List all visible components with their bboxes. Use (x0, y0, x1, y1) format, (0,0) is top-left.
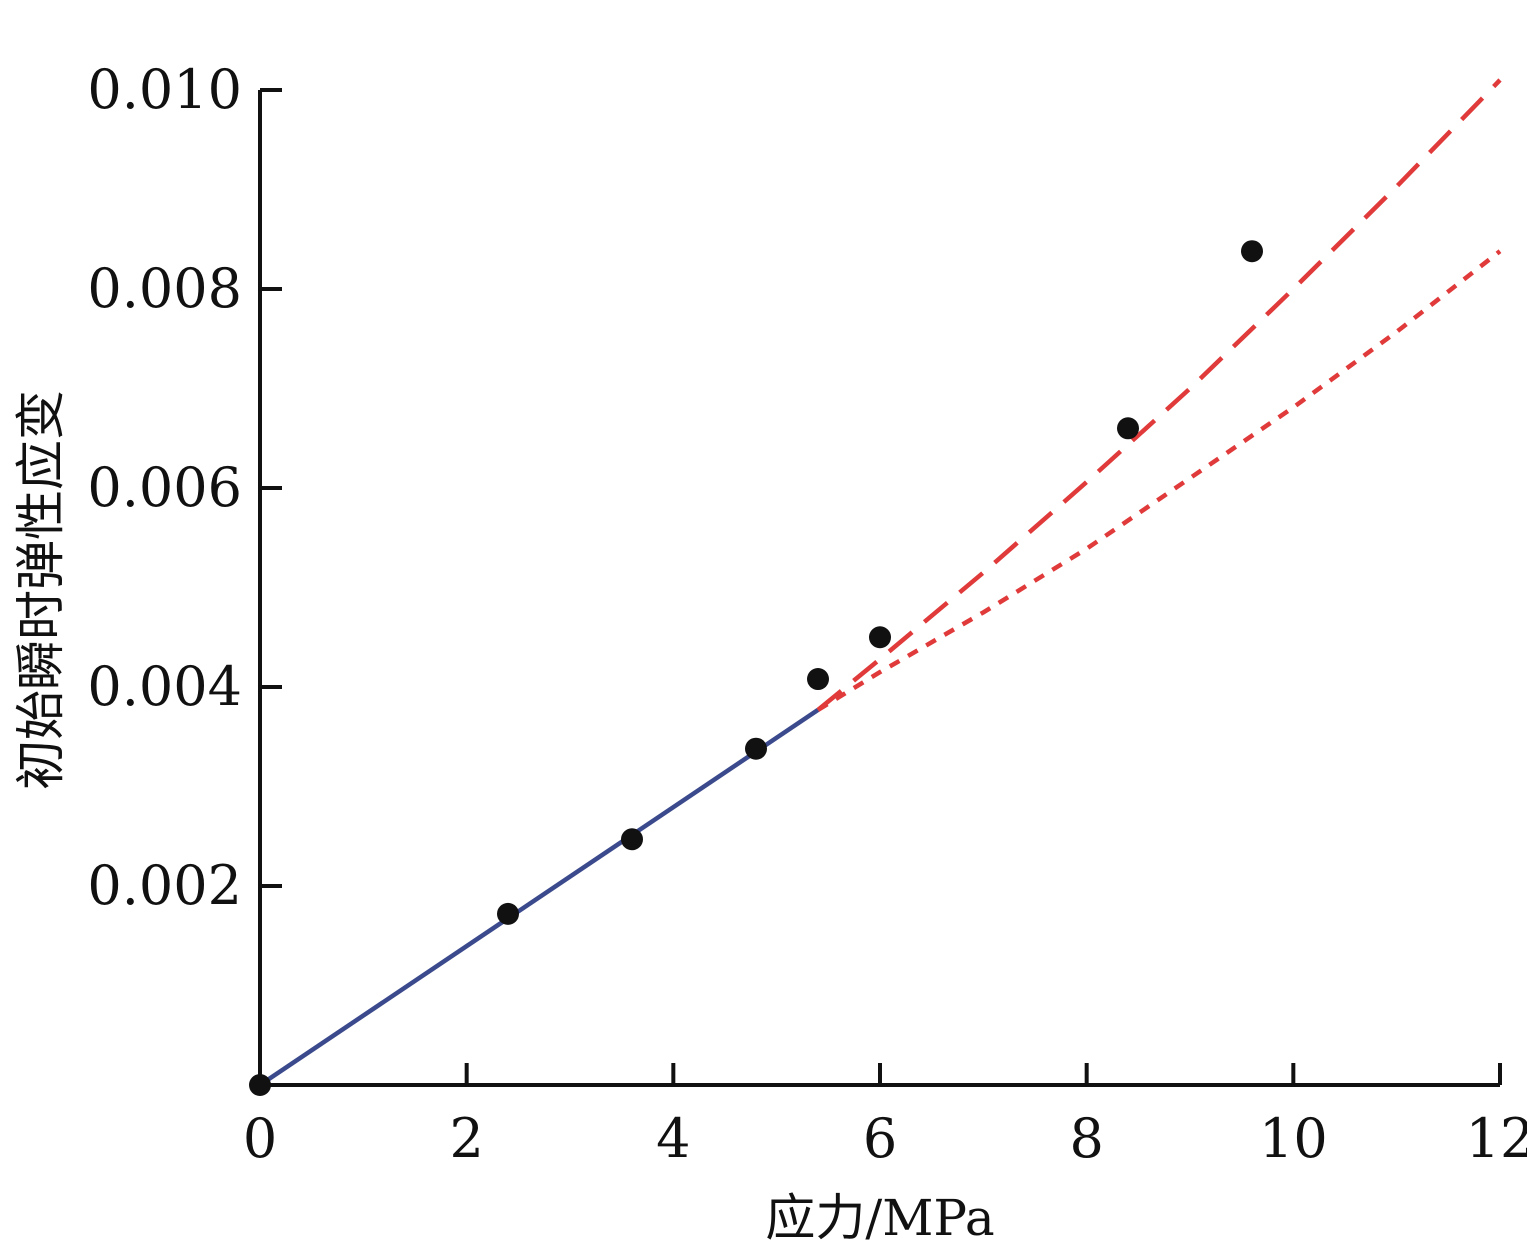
y-tick-label: 0.004 (87, 655, 242, 718)
x-tick-label: 6 (863, 1107, 897, 1170)
x-ticks: 0 2 4 6 8 10 12 (243, 1063, 1527, 1170)
data-point (497, 902, 519, 925)
y-tick-label: 0.010 (87, 58, 242, 121)
x-tick-label: 0 (243, 1107, 277, 1170)
x-tick-label: 4 (656, 1107, 690, 1170)
x-tick-label: 12 (1466, 1107, 1527, 1170)
x-axis-title: 应力/MPa (765, 1189, 994, 1245)
fit-line-solid (258, 708, 820, 1087)
y-tick-label: 0.006 (87, 456, 242, 519)
fit-line-dotted (816, 249, 1502, 712)
y-ticks: 0.002 0.004 0.006 0.008 0.010 (87, 58, 282, 917)
data-point (621, 828, 643, 851)
x-tick-label: 2 (449, 1107, 483, 1170)
plot-lines (258, 78, 1502, 1087)
data-point (1241, 240, 1263, 263)
fit-line-dashed (816, 78, 1502, 712)
data-point (869, 626, 891, 649)
plot-points (249, 240, 1263, 1096)
data-point (807, 668, 829, 691)
data-point (1117, 417, 1139, 440)
y-tick-label: 0.002 (87, 854, 242, 917)
x-tick-label: 8 (1069, 1107, 1103, 1170)
data-point (745, 737, 767, 760)
y-tick-label: 0.008 (87, 257, 242, 320)
y-axis-title: 初始瞬时弹性应变 (12, 390, 70, 790)
x-tick-label: 10 (1259, 1107, 1328, 1170)
